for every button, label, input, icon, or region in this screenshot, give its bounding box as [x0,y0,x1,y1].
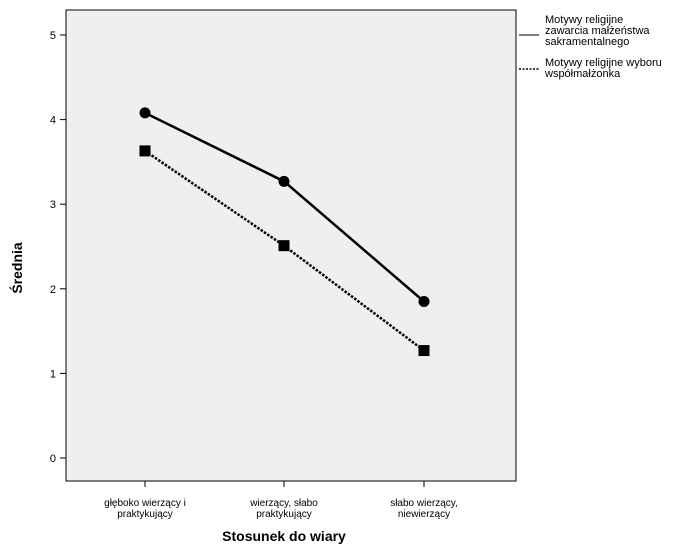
data-point-2 [278,240,290,252]
y-tick-label: 0 [50,453,56,465]
y-tick-label: 5 [50,30,56,42]
y-tick-label: 2 [50,284,56,296]
series-layer [139,107,430,357]
x-tick-label: niewierzący [398,509,450,520]
x-axis-title: Stosunek do wiary [222,528,346,544]
legend-label: Motywy religijne wyboru [545,57,662,69]
legend-label: Motywy religijne [545,14,623,26]
data-point-1 [139,107,151,119]
data-point-2 [418,345,430,357]
data-point-2 [139,145,151,157]
x-tick-label: słabo wierzący, [390,498,458,509]
y-tick-label: 4 [50,115,56,127]
y-axis: 0 1 2 3 4 5 [50,30,66,465]
x-tick-label: głęboko wierzący i [104,498,186,509]
plot-area [65,9,517,482]
legend-label: współmałżonka [544,68,621,80]
x-tick-label: wierzący, słabo [249,498,318,509]
y-tick-label: 1 [50,368,56,380]
x-axis: głęboko wierzący ipraktykującywierzący, … [104,481,458,520]
y-axis-title: Średnia [8,242,25,294]
legend-label: sakramentalnego [545,36,629,48]
y-tick-label: 3 [50,199,56,211]
data-point-1 [278,175,290,187]
x-tick-label: praktykujący [256,509,312,520]
x-tick-label: praktykujący [117,509,173,520]
legend-label: zawarcia małżeństwa [545,25,650,37]
data-point-1 [418,295,430,307]
